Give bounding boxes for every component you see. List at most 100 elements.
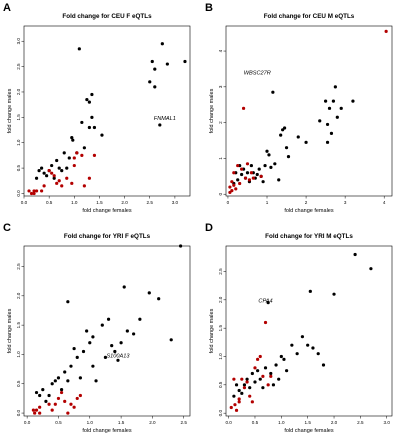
x-tick-label: 1.5 — [96, 200, 103, 205]
x-tick-label: 1.5 — [304, 420, 311, 425]
black-data-point — [304, 140, 308, 144]
red-data-point — [34, 408, 39, 412]
red-data-point — [92, 153, 97, 158]
y-axis-label: fold change males — [7, 88, 13, 133]
y-tick-label: 2.0 — [16, 292, 21, 299]
black-data-point — [257, 167, 261, 171]
red-data-point — [42, 184, 46, 188]
black-data-point — [263, 366, 268, 370]
y-tick-label: 0.5 — [16, 380, 21, 387]
black-data-point — [351, 99, 355, 103]
y-tick-label: 1.5 — [16, 322, 21, 329]
chart-title: Fold change for YRI M eQTLs — [265, 233, 353, 240]
x-tick-label: 2.5 — [357, 420, 364, 425]
black-data-point — [71, 138, 75, 142]
black-data-point — [59, 388, 64, 392]
black-data-point — [282, 357, 286, 361]
black-data-point — [113, 349, 117, 354]
black-data-point — [106, 317, 111, 321]
black-data-point — [232, 394, 236, 398]
red-data-point — [234, 408, 239, 412]
red-data-point — [243, 176, 248, 180]
red-data-point — [32, 191, 36, 196]
black-data-point — [274, 363, 278, 367]
x-tick-label: 1.0 — [71, 200, 78, 205]
black-data-point — [62, 151, 66, 155]
black-data-point — [87, 125, 91, 130]
black-data-point — [66, 300, 70, 304]
black-data-point — [91, 364, 95, 368]
red-data-point — [32, 189, 36, 193]
black-data-point — [153, 67, 157, 71]
red-data-point — [72, 156, 76, 160]
y-tick-label: 1 — [218, 157, 223, 160]
y-tick-label: 3 — [218, 85, 223, 88]
black-data-point — [237, 388, 241, 393]
black-data-point — [249, 163, 253, 168]
x-tick-label: 0.5 — [46, 200, 53, 205]
y-tick-label: 0 — [218, 192, 223, 195]
x-tick-label: 2.0 — [149, 420, 156, 425]
panel-c: C Fold change for YRI F eQTLs 0.0 0.5 1.0 1.… — [0, 220, 202, 440]
red-data-point — [240, 167, 244, 171]
black-data-point — [125, 329, 129, 333]
plot-frame — [225, 245, 393, 417]
x-tick-label: 1.5 — [118, 420, 125, 425]
black-data-point — [353, 252, 357, 257]
red-data-point — [259, 174, 263, 178]
y-axis-label: fold change males — [7, 308, 13, 353]
black-data-point — [158, 123, 162, 127]
black-data-point — [50, 163, 54, 168]
red-data-point — [256, 357, 260, 361]
black-data-point — [100, 323, 104, 327]
black-data-point — [269, 165, 273, 169]
black-data-point — [236, 178, 240, 182]
red-data-point — [50, 171, 54, 175]
red-data-point — [52, 174, 56, 178]
red-data-point — [230, 180, 234, 184]
x-tick-label: 0.0 — [24, 420, 31, 425]
black-data-point — [308, 289, 312, 293]
gene-annotation: S100A13 — [106, 353, 130, 359]
panel-d: D Fold change for YRI M eQTLs 0.0 0.5 1.0 1.… — [202, 220, 404, 440]
black-data-point — [38, 393, 42, 398]
red-data-point — [50, 408, 54, 412]
red-data-point — [38, 411, 42, 415]
black-data-point — [284, 146, 289, 150]
black-data-point — [258, 377, 262, 381]
red-data-point — [263, 320, 268, 325]
black-data-point — [263, 163, 267, 168]
red-data-point — [232, 377, 236, 381]
red-data-point — [60, 184, 64, 188]
black-data-point — [70, 136, 74, 140]
black-data-point — [279, 354, 283, 359]
black-data-point — [67, 156, 71, 160]
black-data-point — [169, 338, 173, 342]
red-data-point — [82, 184, 86, 188]
black-data-point — [265, 149, 269, 153]
black-data-point — [147, 291, 151, 295]
gene-annotation: CPA4 — [258, 299, 272, 305]
x-tick-label: 2 — [305, 200, 308, 205]
black-data-point — [77, 47, 81, 51]
panel-letter: C — [3, 222, 11, 234]
black-data-point — [242, 383, 247, 387]
black-data-point — [296, 135, 300, 139]
x-tick-label: 2.0 — [121, 200, 128, 205]
red-data-point — [232, 171, 236, 175]
red-data-point — [261, 374, 265, 378]
black-data-point — [87, 100, 91, 104]
black-data-point — [325, 140, 330, 144]
x-tick-label: 1.0 — [87, 420, 94, 425]
red-data-point — [237, 397, 241, 401]
black-data-point — [333, 85, 337, 89]
black-data-point — [311, 346, 315, 350]
panel-a: A Fold change for CEU F eQTLs 0.0 0.5 1.0 1.… — [0, 0, 202, 220]
black-data-point — [90, 115, 94, 119]
black-data-point — [110, 344, 114, 348]
black-data-point — [250, 371, 254, 376]
y-tick-label: 2.5 — [16, 263, 21, 270]
black-data-point — [44, 399, 48, 403]
black-data-point — [153, 85, 157, 89]
black-data-point — [179, 244, 183, 248]
